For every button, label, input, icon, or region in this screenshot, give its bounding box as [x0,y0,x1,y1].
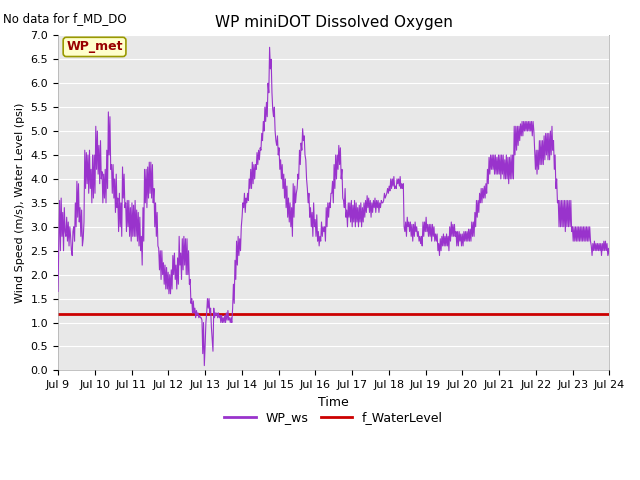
X-axis label: Time: Time [318,396,349,408]
Legend: WP_ws, f_WaterLevel: WP_ws, f_WaterLevel [220,407,448,430]
Y-axis label: Wind Speed (m/s), Water Level (psi): Wind Speed (m/s), Water Level (psi) [15,103,25,303]
Title: WP miniDOT Dissolved Oxygen: WP miniDOT Dissolved Oxygen [215,15,452,30]
Text: WP_met: WP_met [67,40,123,53]
Text: No data for f_MD_DO: No data for f_MD_DO [3,12,127,25]
